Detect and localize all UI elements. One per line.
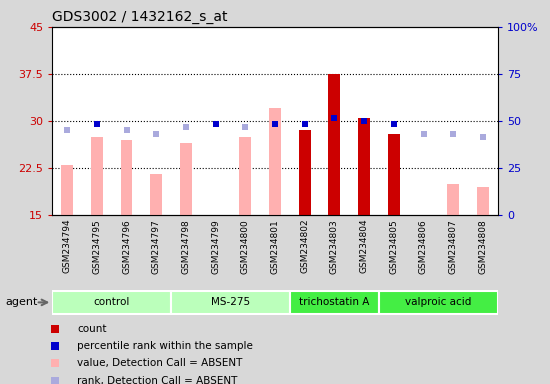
FancyBboxPatch shape (290, 291, 379, 314)
Text: count: count (77, 324, 107, 334)
Bar (328, 74, 340, 215)
Bar (358, 118, 370, 215)
Bar (61, 165, 73, 215)
Bar (120, 140, 133, 215)
Text: GSM234807: GSM234807 (449, 219, 458, 273)
Text: GDS3002 / 1432162_s_at: GDS3002 / 1432162_s_at (52, 10, 228, 25)
Text: MS-275: MS-275 (211, 297, 250, 308)
Text: GSM234795: GSM234795 (92, 219, 101, 273)
Text: GSM234794: GSM234794 (63, 219, 72, 273)
FancyBboxPatch shape (52, 291, 171, 314)
Bar (388, 134, 400, 215)
Text: GSM234796: GSM234796 (122, 219, 131, 273)
Bar (150, 174, 162, 215)
Text: percentile rank within the sample: percentile rank within the sample (77, 341, 253, 351)
FancyBboxPatch shape (171, 291, 290, 314)
Text: GSM234800: GSM234800 (241, 219, 250, 273)
FancyBboxPatch shape (379, 291, 498, 314)
Text: GSM234802: GSM234802 (300, 219, 309, 273)
Text: valproic acid: valproic acid (405, 297, 471, 308)
Text: trichostatin A: trichostatin A (299, 297, 370, 308)
Text: control: control (94, 297, 130, 308)
Text: GSM234801: GSM234801 (271, 219, 279, 273)
Bar (180, 143, 192, 215)
Text: agent: agent (6, 297, 38, 308)
Text: value, Detection Call = ABSENT: value, Detection Call = ABSENT (77, 358, 243, 368)
Text: GSM234808: GSM234808 (478, 219, 487, 273)
Text: GSM234798: GSM234798 (182, 219, 190, 273)
Text: rank, Detection Call = ABSENT: rank, Detection Call = ABSENT (77, 376, 238, 384)
Bar (239, 137, 251, 215)
Text: GSM234804: GSM234804 (360, 219, 368, 273)
Text: GSM234799: GSM234799 (211, 219, 220, 273)
Bar (299, 131, 311, 215)
Text: GSM234806: GSM234806 (419, 219, 428, 273)
Text: GSM234803: GSM234803 (330, 219, 339, 273)
Bar (477, 187, 489, 215)
Bar (269, 108, 281, 215)
Text: GSM234797: GSM234797 (152, 219, 161, 273)
Bar (447, 184, 459, 215)
Bar (91, 137, 103, 215)
Text: GSM234805: GSM234805 (389, 219, 398, 273)
